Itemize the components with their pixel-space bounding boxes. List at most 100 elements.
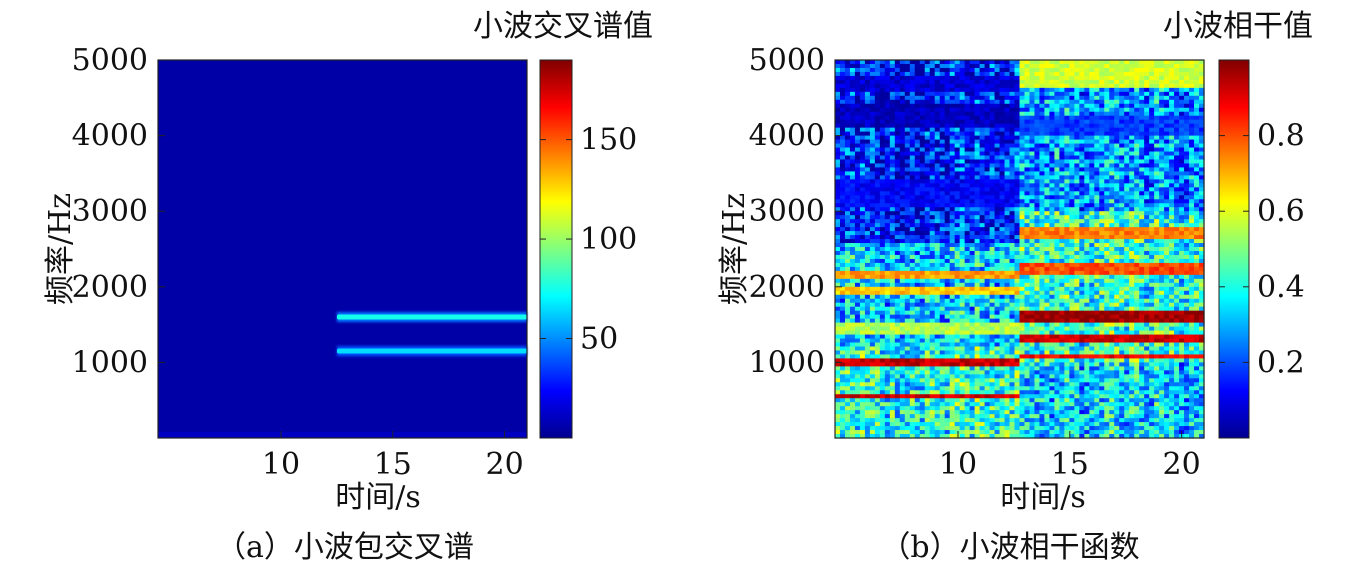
coherence-cell xyxy=(1084,374,1090,379)
coherence-cell xyxy=(999,95,1006,101)
coherence-cell xyxy=(1049,235,1056,240)
coherence-cell xyxy=(929,402,936,407)
coherence-cell xyxy=(1064,398,1070,403)
coherence-cell xyxy=(1009,171,1016,176)
coherence-cell xyxy=(854,71,861,77)
coherence-cell xyxy=(1049,143,1056,149)
coherence-cell xyxy=(914,374,921,379)
coherence-cell xyxy=(949,235,956,240)
coherence-cell xyxy=(904,322,911,328)
coherence-cell xyxy=(939,322,946,328)
coherence-cell xyxy=(1054,318,1060,324)
coherence-cell xyxy=(1054,302,1060,308)
coherence-cell xyxy=(839,199,846,204)
coherence-cell xyxy=(909,370,916,375)
coherence-cell xyxy=(1014,362,1021,367)
coherence-cell xyxy=(1059,286,1065,292)
coherence-cell xyxy=(909,163,916,169)
coherence-cell xyxy=(949,410,956,415)
coherence-cell xyxy=(949,191,956,196)
coherence-cell xyxy=(1009,207,1016,212)
coherence-cell xyxy=(854,167,861,173)
coherence-cell xyxy=(1034,406,1041,411)
coherence-cell xyxy=(894,155,901,161)
coherence-cell xyxy=(914,119,921,125)
coherence-cell xyxy=(964,294,971,300)
coherence-cell xyxy=(1044,258,1051,264)
coherence-cell xyxy=(884,151,891,157)
coherence-cell xyxy=(1084,67,1090,73)
coherence-cell xyxy=(874,95,881,101)
coherence-cell xyxy=(889,103,896,109)
coherence-cell xyxy=(849,91,856,97)
coherence-cell xyxy=(929,183,936,188)
coherence-cell xyxy=(904,119,911,125)
coherence-cell xyxy=(1059,430,1065,435)
coherence-cell xyxy=(884,243,891,248)
coherence-cell xyxy=(904,199,911,204)
coherence-cell xyxy=(949,350,956,356)
coherence-cell xyxy=(909,203,916,208)
coherence-cell xyxy=(1024,422,1031,427)
coherence-cell xyxy=(919,183,926,188)
coherence-cell xyxy=(1084,135,1090,141)
coherence-cell xyxy=(849,426,856,431)
coherence-cell xyxy=(889,286,896,292)
coherence-cell xyxy=(944,127,951,133)
coherence-cell xyxy=(999,254,1006,260)
coherence-cell xyxy=(1084,247,1090,252)
coherence-cell xyxy=(954,195,961,200)
coherence-cell xyxy=(1054,223,1060,228)
coherence-cell xyxy=(889,322,896,328)
coherence-cell xyxy=(874,330,881,336)
coherence-cell xyxy=(959,302,966,308)
coherence-cell xyxy=(989,231,996,236)
coherence-cell xyxy=(849,258,856,264)
coherence-cell xyxy=(1054,406,1060,411)
coherence-cell xyxy=(1084,95,1090,101)
coherence-cell xyxy=(999,235,1006,240)
coherence-cell xyxy=(939,67,946,73)
coherence-cell xyxy=(919,203,926,208)
coherence-cell xyxy=(984,338,991,344)
coherence-cell xyxy=(954,139,961,145)
coherence-cell xyxy=(929,83,936,89)
coherence-cell xyxy=(894,207,901,212)
coherence-cell xyxy=(954,382,961,387)
coherence-cell xyxy=(854,386,861,391)
coherence-cell xyxy=(909,71,916,77)
coherence-cell xyxy=(984,107,991,113)
coherence-cell xyxy=(1049,282,1056,288)
coherence-cell xyxy=(1049,394,1056,399)
coherence-cell xyxy=(1034,95,1041,101)
coherence-cell xyxy=(874,266,881,272)
coherence-cell xyxy=(1014,227,1021,232)
coherence-cell xyxy=(964,274,971,280)
coherence-cell xyxy=(954,91,961,97)
coherence-cell xyxy=(929,91,936,97)
coherence-cell xyxy=(859,167,866,173)
coherence-cell xyxy=(1029,143,1036,149)
coherence-cell xyxy=(904,286,911,292)
coherence-cell xyxy=(899,223,906,228)
coherence-cell xyxy=(919,294,926,300)
coherence-cell xyxy=(934,346,941,352)
coherence-cell xyxy=(1049,87,1056,93)
coherence-cell xyxy=(919,334,926,340)
coherence-cell xyxy=(1014,310,1021,316)
coherence-cell xyxy=(1059,298,1065,304)
coherence-cell xyxy=(914,115,921,121)
coherence-cell xyxy=(1019,215,1026,220)
coherence-cell xyxy=(909,239,916,244)
coherence-cell xyxy=(1059,318,1065,324)
coherence-cell xyxy=(839,346,846,352)
coherence-cell xyxy=(1054,243,1060,248)
coherence-cell xyxy=(934,127,941,133)
coherence-cell xyxy=(1074,183,1080,188)
coherence-cell xyxy=(1064,434,1070,439)
coherence-cell xyxy=(835,227,841,232)
coherence-cell xyxy=(914,278,921,284)
coherence-cell xyxy=(999,406,1006,411)
coherence-cell xyxy=(859,195,866,200)
coherence-cell xyxy=(984,211,991,216)
